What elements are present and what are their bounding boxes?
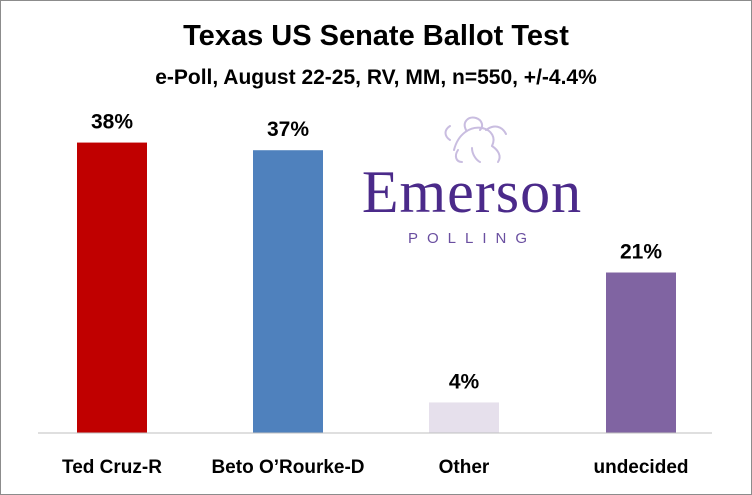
x-tick-label-1: Beto O’Rourke-D — [211, 457, 364, 478]
data-label-1: 37% — [267, 118, 309, 141]
x-tick-label-3: undecided — [593, 457, 688, 478]
bar-2 — [429, 402, 499, 433]
lion-crest-icon — [444, 116, 507, 163]
bar-0 — [77, 142, 147, 434]
x-tick-label-2: Other — [439, 457, 490, 478]
logo-wordmark: Emerson — [361, 159, 583, 225]
chart-title: Texas US Senate Ballot Test — [183, 20, 569, 52]
bar-3 — [606, 272, 676, 433]
bars-group — [77, 142, 676, 434]
data-label-2: 4% — [449, 370, 480, 393]
logo-subtitle: POLLING — [407, 230, 537, 247]
x-tick-label-0: Ted Cruz-R — [62, 457, 162, 478]
data-label-3: 21% — [620, 241, 662, 264]
chart-subtitle: e-Poll, August 22-25, RV, MM, n=550, +/-… — [155, 66, 597, 89]
data-label-0: 38% — [91, 111, 133, 134]
labels-group: 38% Ted Cruz-R 37% Beto O’Rourke-D 4% Other 21… — [62, 111, 688, 478]
bar-1 — [253, 150, 323, 433]
